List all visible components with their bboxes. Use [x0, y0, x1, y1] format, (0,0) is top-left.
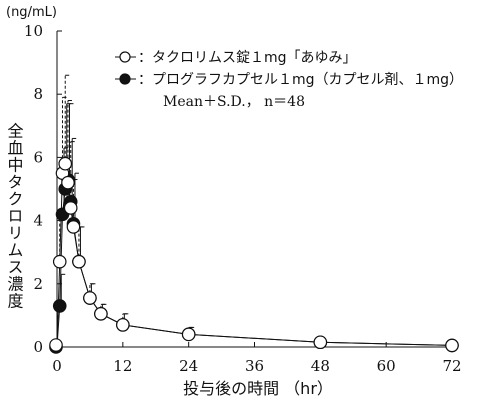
x-tick-label: 60	[377, 357, 396, 375]
data-point-open	[94, 307, 108, 321]
data-point-open	[49, 338, 63, 352]
data-point-open	[58, 156, 73, 171]
data-point-open	[445, 338, 459, 353]
series-line-filled	[56, 179, 453, 348]
x-axis-label: 投与後の時間 （hr）	[183, 379, 333, 398]
x-tick-label: 48	[311, 357, 330, 375]
y-tick-label: 8	[33, 85, 43, 103]
data-point-open	[52, 254, 67, 269]
x-tick-label: 0	[52, 357, 62, 375]
legend-label-1: ：タクロリムス錠１mg「あゆみ」	[138, 50, 357, 66]
data-point-open	[116, 318, 130, 332]
x-tick-label: 36	[245, 357, 264, 375]
series-line-open	[56, 163, 453, 348]
data-point-open	[313, 335, 328, 350]
y-tick-label: 10	[24, 22, 43, 40]
y-tick-label: 2	[33, 275, 43, 293]
legend-note: Mean＋S.D.， n＝48	[163, 94, 305, 110]
y-axis-label: 全血中タクロリムス濃度	[5, 123, 24, 310]
y-tick-label: 4	[33, 212, 43, 230]
data-point-open	[181, 327, 196, 342]
x-tick-label: 12	[113, 357, 132, 375]
unit-label: (ng/mL)	[6, 5, 57, 20]
data-point-open	[63, 201, 78, 215]
data-point-open	[83, 291, 97, 305]
x-tick-label: 72	[442, 357, 461, 375]
legend-marker-filled	[119, 73, 131, 85]
data-point-filled	[52, 299, 67, 313]
x-tick-label: 24	[179, 357, 198, 375]
data-point-open	[72, 254, 86, 269]
legend-marker-open	[119, 51, 131, 63]
data-point-open	[66, 220, 81, 234]
legend: ：タクロリムス錠１mg「あゆみ」 ：プログラフカプセル１mg（カプセル剤、１mg…	[115, 50, 463, 110]
y-tick-label: 0	[33, 338, 43, 356]
y-tick-label: 6	[33, 148, 43, 166]
data-point-open	[61, 175, 75, 190]
legend-label-2: ：プログラフカプセル１mg（カプセル剤、１mg）	[138, 72, 463, 88]
